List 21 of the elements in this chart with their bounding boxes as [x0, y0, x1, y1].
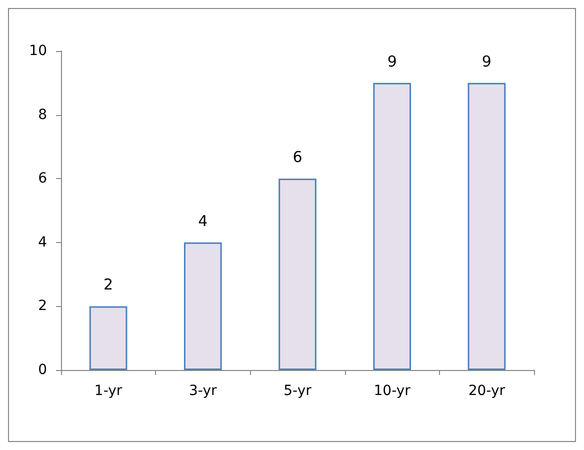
bar: [278, 178, 316, 370]
data-label: 4: [198, 212, 208, 230]
bar: [184, 242, 222, 370]
bar: [468, 82, 506, 370]
data-label: 6: [292, 148, 302, 166]
data-label: 9: [387, 52, 397, 70]
data-label: 2: [104, 276, 114, 294]
data-label: 9: [482, 52, 492, 70]
bar: [89, 306, 128, 370]
y-tick-label: 0: [38, 362, 47, 378]
x-tick-label: 10-yr: [374, 383, 411, 399]
y-tick-label: 8: [38, 106, 47, 123]
y-tick-label: 2: [38, 298, 47, 314]
bar: [373, 82, 412, 370]
x-tick-label: 20-yr: [468, 383, 506, 399]
x-tick-label: 1-yr: [94, 383, 122, 399]
y-tick-label: 6: [38, 170, 48, 187]
y-tick-label: 4: [38, 234, 48, 250]
x-tick-label: 5-yr: [284, 383, 312, 399]
x-tick-label: 3-yr: [189, 383, 218, 399]
y-tick-label: 10: [29, 43, 47, 59]
